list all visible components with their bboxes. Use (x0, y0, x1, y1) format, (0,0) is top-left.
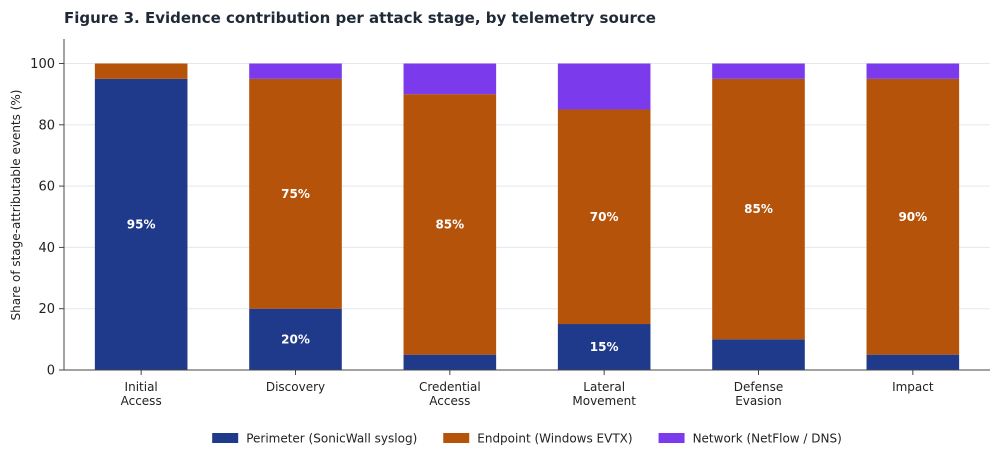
legend-label: Network (NetFlow / DNS) (693, 432, 842, 446)
x-tick-label: Lateral (583, 380, 625, 394)
bar-segment (94, 78, 188, 370)
bar-segment (866, 354, 960, 370)
bar-segment (249, 63, 342, 79)
bars: 95% 20% 15% 75% 85% 70% 85% 90% (94, 63, 960, 370)
y-tick-label: 100 (30, 57, 55, 72)
chart-title: Figure 3. Evidence contribution per atta… (64, 9, 656, 27)
gridlines (64, 63, 990, 371)
legend-label: Perimeter (SonicWall syslog) (246, 432, 417, 446)
data-label: 85% (435, 217, 464, 231)
y-tick-label: 80 (38, 118, 55, 133)
x-tick-label: Initial (125, 380, 158, 394)
y-tick-label: 60 (38, 180, 55, 195)
y-tick-label: 20 (38, 302, 55, 317)
y-tick-label: 40 (38, 241, 55, 256)
data-label: 95% (127, 217, 156, 231)
data-label: 20% (281, 332, 310, 346)
bar-segment (557, 109, 651, 325)
bar-segment (712, 63, 805, 79)
legend-label: Endpoint (Windows EVTX) (477, 432, 632, 446)
bar-segment (403, 354, 497, 370)
x-tick-label: Impact (892, 380, 934, 394)
data-label: 75% (281, 187, 310, 201)
x-tick-label: Access (121, 394, 162, 408)
legend-swatch (658, 433, 685, 443)
bar-segment (866, 78, 960, 355)
legend-swatch (443, 433, 470, 443)
bar-segment (249, 78, 342, 309)
bar-segment (403, 94, 497, 355)
x-tick-label: Access (429, 394, 470, 408)
x-tick-label: Defense (734, 380, 783, 394)
bar-segment (557, 63, 651, 110)
data-label: 85% (744, 202, 773, 216)
x-tick-label: Movement (572, 394, 636, 408)
data-label: 70% (590, 210, 619, 224)
bar-segment (712, 339, 805, 370)
x-tick-label: Credential (419, 380, 481, 394)
bar-segment (249, 308, 342, 370)
x-tick-label: Discovery (266, 380, 325, 394)
bar-segment (866, 63, 960, 79)
y-axis-ticks: 0 20 40 60 80 100 (30, 57, 64, 379)
x-tick-label: Evasion (735, 394, 782, 408)
bar-segment (94, 63, 188, 79)
bar-segment (557, 324, 651, 370)
axes (63, 39, 990, 371)
data-label: 90% (898, 210, 927, 224)
legend-swatch (212, 433, 239, 443)
y-tick-label: 0 (47, 364, 55, 379)
bar-segment (712, 78, 805, 340)
legend: Perimeter (SonicWall syslog) Endpoint (Wi… (212, 432, 842, 446)
y-axis-label: Share of stage-attributable events (%) (9, 90, 23, 321)
data-label: 15% (590, 340, 619, 354)
bar-segment (403, 63, 497, 95)
